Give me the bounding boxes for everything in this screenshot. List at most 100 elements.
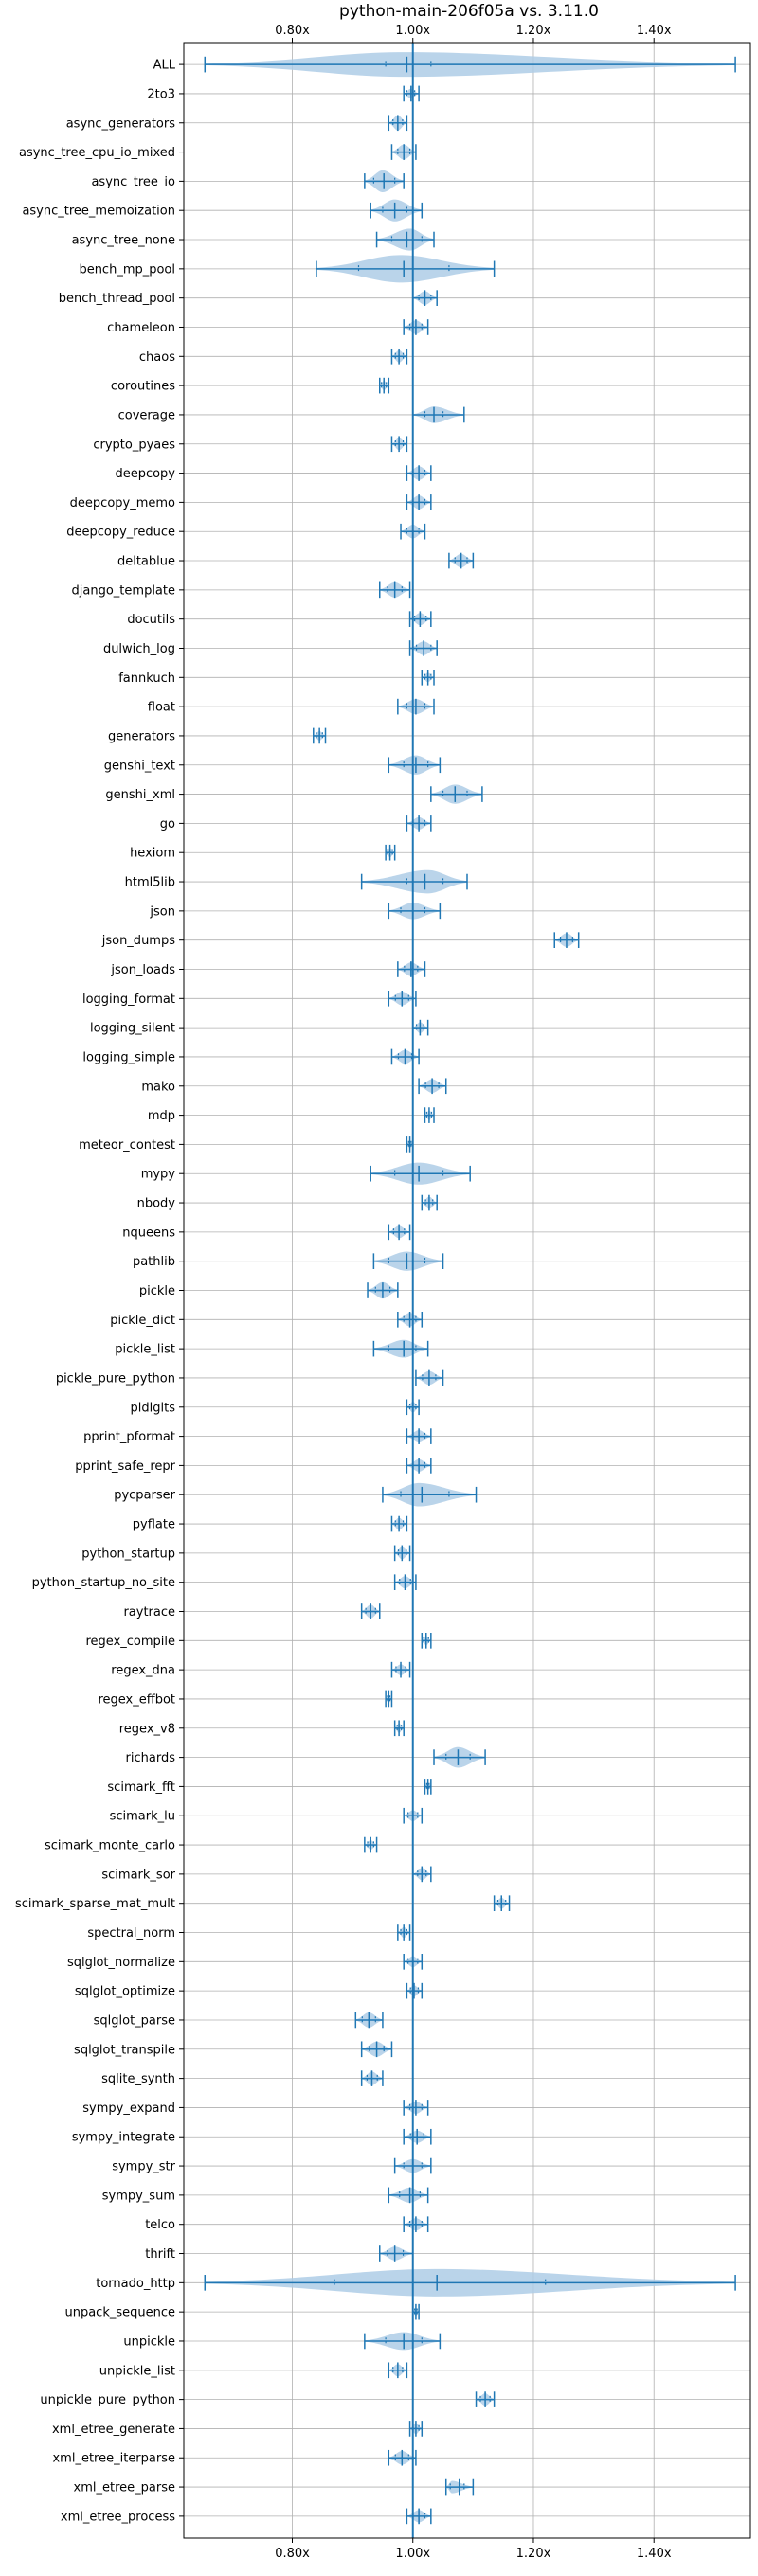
violin-tornado_http xyxy=(204,2268,736,2297)
y-tick-label: pyflate xyxy=(133,1518,175,1532)
y-tick-label: sqlglot_optimize xyxy=(75,1985,175,1999)
violin-pathlib xyxy=(372,1251,444,1271)
y-tick-label: raytrace xyxy=(123,1605,175,1619)
violin-coroutines xyxy=(379,377,390,394)
y-tick-label: spectral_norm xyxy=(87,1926,175,1941)
y-tick-label: dulwich_log xyxy=(103,642,175,656)
y-tick-label: genshi_xml xyxy=(105,788,175,802)
violin-bench_thread_pool xyxy=(411,290,438,306)
y-tick-label: unpickle_pure_python xyxy=(40,2393,175,2407)
violin-regex_compile xyxy=(421,1633,432,1649)
y-tick-label: scimark_sparse_mat_mult xyxy=(15,1897,175,1911)
violin-regex_effbot xyxy=(385,1690,393,1708)
y-tick-label: async_tree_cpu_io_mixed xyxy=(19,146,175,160)
y-tick-label: mako xyxy=(141,1080,175,1094)
y-tick-label: json xyxy=(149,904,175,919)
violin-chameleon xyxy=(403,319,429,335)
y-tick-label: json_loads xyxy=(110,963,175,977)
y-tick-label: mdp xyxy=(148,1109,175,1123)
x-tick-label-top: 1.00x xyxy=(395,24,430,38)
y-tick-label: pickle_pure_python xyxy=(56,1371,175,1386)
y-tick-label: deepcopy_memo xyxy=(70,496,175,510)
violin-unpickle xyxy=(364,2332,442,2351)
y-tick-label: docutils xyxy=(127,613,175,627)
violin-thrift xyxy=(379,2245,414,2262)
violin-scimark_monte_carlo xyxy=(364,1836,378,1853)
y-tick-label: generators xyxy=(108,729,175,743)
violin-async_tree_io xyxy=(364,170,405,192)
chart-title: python-main-206f05a vs. 3.11.0 xyxy=(339,2,599,21)
y-tick-label: unpickle xyxy=(123,2334,175,2349)
y-tick-label: logging_simple xyxy=(82,1050,175,1064)
y-tick-label: scimark_lu xyxy=(110,1810,175,1824)
plot-frame xyxy=(183,42,751,2539)
violin-xml_etree_parse xyxy=(444,2478,475,2496)
violin-docutils xyxy=(408,611,432,627)
violin-unpickle_pure_python xyxy=(475,2391,496,2407)
violin-pickle xyxy=(367,1281,399,1299)
x-tick-label-bottom: 0.80x xyxy=(275,2547,310,2561)
y-tick-label: sqlite_synth xyxy=(101,2072,175,2086)
y-tick-label: tornado_http xyxy=(96,2277,175,2291)
violin-deepcopy xyxy=(406,465,432,481)
grid-lines xyxy=(184,43,750,2538)
violin-python_startup xyxy=(393,1545,411,1562)
violin-richards xyxy=(433,1746,486,1768)
y-tick-label: sympy_integrate xyxy=(72,2131,175,2145)
violin-fannkuch xyxy=(421,669,435,686)
violin-xml_etree_generate xyxy=(408,2421,424,2437)
y-tick-label: pprint_safe_repr xyxy=(75,1459,175,1474)
violin-pyflate xyxy=(390,1515,408,1532)
y-tick-label: deepcopy xyxy=(115,467,175,481)
violin-regex_v8 xyxy=(393,1720,405,1737)
y-tick-label: scimark_sor xyxy=(101,1868,175,1882)
violin-sqlglot_optimize xyxy=(406,1982,424,1999)
violin-deepcopy_memo xyxy=(406,494,432,510)
x-tick-label-bottom: 1.00x xyxy=(395,2547,430,2561)
violin-django_template xyxy=(379,581,411,599)
violin-logging_format xyxy=(388,990,417,1007)
violin-sympy_sum xyxy=(388,2187,429,2204)
x-tick-label-bottom: 1.20x xyxy=(516,2547,551,2561)
violin-pickle_list xyxy=(372,1339,429,1358)
y-tick-label: meteor_contest xyxy=(79,1138,175,1153)
y-tick-label: genshi_text xyxy=(104,759,175,773)
violins xyxy=(204,52,736,2525)
violin-generators xyxy=(313,727,327,744)
violin-mypy xyxy=(370,1162,471,1185)
y-tick-label: unpickle_list xyxy=(99,2364,175,2378)
violin-genshi_text xyxy=(388,755,442,775)
violin-sqlglot_transpile xyxy=(360,2041,393,2058)
y-tick-label: pickle_dict xyxy=(110,1314,175,1328)
violin-2to3 xyxy=(403,85,420,102)
y-tick-label: thrift xyxy=(145,2247,175,2262)
y-tick-label: scimark_monte_carlo xyxy=(45,1839,175,1853)
violin-deltablue xyxy=(448,552,475,569)
violin-mdp xyxy=(424,1107,435,1123)
violin-raytrace xyxy=(360,1603,381,1619)
violin-coverage xyxy=(411,406,465,423)
violin-crypto_pyaes xyxy=(390,436,408,453)
y-tick-label: ALL xyxy=(153,59,176,73)
y-tick-label: python_startup_no_site xyxy=(32,1576,175,1590)
violin-async_tree_memoization xyxy=(370,199,424,222)
violin-pprint_safe_repr xyxy=(406,1458,432,1474)
violin-xml_etree_iterparse xyxy=(388,2449,417,2466)
violin-sqlglot_parse xyxy=(354,2012,384,2029)
y-tick-label: pycparser xyxy=(114,1489,175,1503)
violin-chaos xyxy=(390,348,408,365)
violin-scimark_sor xyxy=(411,1866,432,1883)
y-tick-label: deltablue xyxy=(117,555,175,569)
axes: 0.80x 0.80x 1.00x 1.00x 1.20x 1.20x 1.40x 1.40x… xyxy=(15,24,672,2561)
y-tick-label: sqlglot_normalize xyxy=(67,1956,175,1970)
x-tick-label-top: 1.40x xyxy=(637,24,672,38)
violin-logging_simple xyxy=(390,1048,420,1065)
y-tick-label: 2to3 xyxy=(147,87,175,101)
y-tick-label: pickle_list xyxy=(115,1343,175,1357)
y-tick-label: pickle xyxy=(139,1284,175,1298)
y-tick-label: scimark_fft xyxy=(107,1780,175,1795)
y-tick-label: json_dumps xyxy=(101,934,175,948)
violin-sympy_expand xyxy=(403,2100,429,2116)
violin-scimark_sparse_mat_mult xyxy=(493,1895,511,1912)
